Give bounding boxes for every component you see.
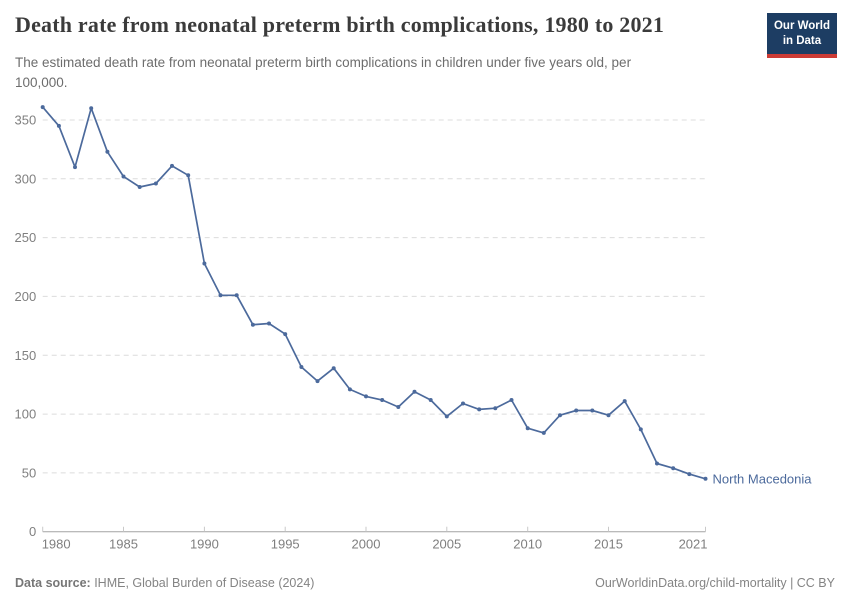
owid-logo: Our World in Data — [766, 13, 837, 58]
series-label-north-macedonia[interactable]: North Macedonia — [713, 471, 813, 486]
data-point[interactable] — [655, 461, 659, 466]
data-point[interactable] — [380, 398, 385, 402]
x-axis-tick-label: 1985 — [109, 537, 138, 552]
data-point[interactable] — [541, 430, 546, 435]
y-axis-tick-label: 50 — [22, 465, 36, 480]
data-point[interactable] — [509, 398, 514, 402]
owid-logo-line2: in Data — [782, 34, 822, 47]
data-point[interactable] — [477, 407, 482, 412]
data-source-note: Data source: IHME, Global Burden of Dise… — [15, 576, 314, 590]
data-point[interactable] — [412, 389, 417, 394]
data-point[interactable] — [331, 366, 336, 371]
y-axis-tick-label: 150 — [14, 348, 36, 363]
data-point[interactable] — [267, 321, 271, 326]
data-point[interactable] — [558, 413, 562, 418]
data-point[interactable] — [606, 413, 611, 418]
data-point[interactable] — [493, 406, 498, 411]
x-axis-tick-label: 1990 — [190, 537, 219, 552]
line-chart-plot-area[interactable]: 0 50 100 150 200 250 300 350 1980 1985 1990 1995 200… — [0, 95, 850, 570]
data-point[interactable] — [396, 405, 401, 409]
data-point[interactable] — [444, 414, 449, 419]
data-point[interactable] — [202, 261, 207, 266]
y-axis-tick-label: 100 — [14, 407, 36, 422]
data-point[interactable] — [218, 293, 223, 298]
data-point[interactable] — [40, 105, 45, 110]
x-axis-tick-label: 2021 — [679, 537, 708, 552]
data-point[interactable] — [525, 426, 530, 431]
data-point[interactable] — [671, 466, 676, 471]
chart-subtitle-line1: The estimated death rate from neonatal p… — [15, 55, 632, 70]
data-source-label: Data source: — [15, 576, 91, 590]
x-axis-tick-label: 2015 — [594, 537, 623, 552]
data-point[interactable] — [622, 399, 627, 404]
data-point[interactable] — [121, 174, 126, 179]
data-point[interactable] — [153, 181, 158, 186]
data-point[interactable] — [590, 408, 595, 413]
data-point[interactable] — [461, 401, 465, 406]
y-axis-tick-label: 350 — [14, 113, 36, 128]
y-axis-tick-label: 200 — [14, 289, 36, 304]
data-source-value: IHME, Global Burden of Disease (2024) — [90, 576, 315, 590]
data-point[interactable] — [56, 123, 61, 128]
data-point[interactable] — [687, 472, 692, 477]
chart-subtitle: The estimated death rate from neonatal p… — [15, 53, 631, 92]
data-point[interactable] — [73, 165, 77, 170]
data-point[interactable] — [428, 398, 433, 402]
data-point[interactable] — [574, 408, 579, 413]
data-point[interactable] — [315, 379, 320, 384]
y-axis-tick-label: 0 — [29, 524, 36, 539]
owid-logo-line1: Our World — [773, 20, 830, 32]
x-axis-tick-label: 2000 — [352, 537, 381, 552]
data-point[interactable] — [250, 322, 255, 327]
x-axis-tick-label: 2005 — [432, 537, 461, 552]
y-axis-tick-label: 300 — [14, 171, 36, 186]
y-axis-tick-label: 250 — [14, 230, 36, 245]
chart-title: Death rate from neonatal preterm birth c… — [15, 12, 665, 37]
data-point[interactable] — [137, 185, 142, 189]
data-point[interactable] — [299, 365, 304, 369]
data-point[interactable] — [364, 394, 368, 399]
x-axis-tick-label: 1980 — [42, 537, 71, 552]
x-axis-tick-label: 2010 — [513, 537, 542, 552]
chart-subtitle-line2: 100,000. — [15, 74, 68, 90]
x-axis-tick-label: 1995 — [271, 537, 300, 552]
data-point[interactable] — [638, 427, 643, 432]
data-point[interactable] — [347, 387, 352, 392]
data-point[interactable] — [234, 293, 239, 298]
data-point[interactable] — [89, 106, 94, 111]
data-point[interactable] — [283, 332, 288, 337]
owid-credit-link[interactable]: OurWorldinData.org/child-mortality | CC … — [595, 576, 835, 590]
data-line-north-macedonia[interactable] — [41, 106, 707, 480]
data-point[interactable] — [105, 149, 110, 154]
data-point[interactable] — [186, 173, 191, 178]
data-point[interactable] — [170, 163, 174, 168]
data-point[interactable] — [703, 476, 708, 481]
chart-footer: Data source: IHME, Global Burden of Dise… — [0, 576, 850, 590]
